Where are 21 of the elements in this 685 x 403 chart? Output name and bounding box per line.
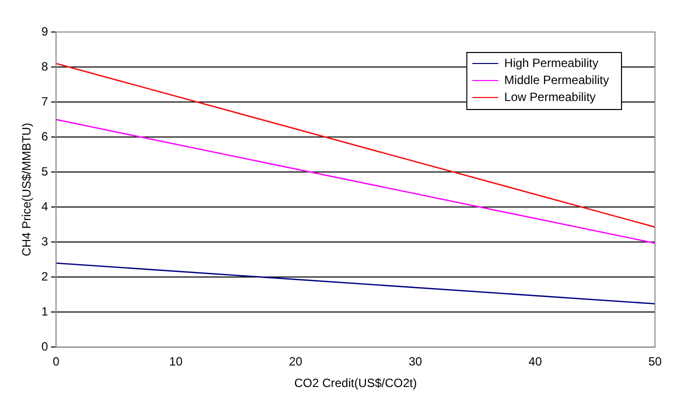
y-tick-label: 7 — [41, 94, 48, 108]
x-tick-label: 20 — [288, 354, 303, 369]
x-tick-label: 10 — [169, 354, 183, 369]
x-tick-label: 0 — [52, 354, 60, 369]
y-tick-label: 9 — [41, 24, 48, 38]
y-axis-title: CH4 Price(US$/MMBTU) — [20, 122, 34, 256]
y-tick-label: 0 — [41, 340, 48, 354]
legend-label: Low Permeability — [504, 90, 596, 104]
y-tick-label: 3 — [41, 234, 48, 248]
y-tick-label: 6 — [41, 129, 48, 144]
y-tick-label: 2 — [41, 269, 48, 284]
legend-label: High Permeability — [504, 56, 598, 70]
y-tick-label: 4 — [41, 199, 48, 214]
y-tick-label: 5 — [41, 164, 48, 178]
y-tick-label: 1 — [41, 304, 48, 318]
legend-label: Middle Permeability — [504, 72, 610, 87]
x-axis-title: CO2 Credit(US$/CO2t) — [294, 376, 417, 390]
y-tick-label: 8 — [41, 59, 48, 74]
x-tick-label: 30 — [408, 354, 422, 369]
x-tick-label: 50 — [648, 354, 662, 369]
x-tick-label: 40 — [528, 354, 542, 369]
